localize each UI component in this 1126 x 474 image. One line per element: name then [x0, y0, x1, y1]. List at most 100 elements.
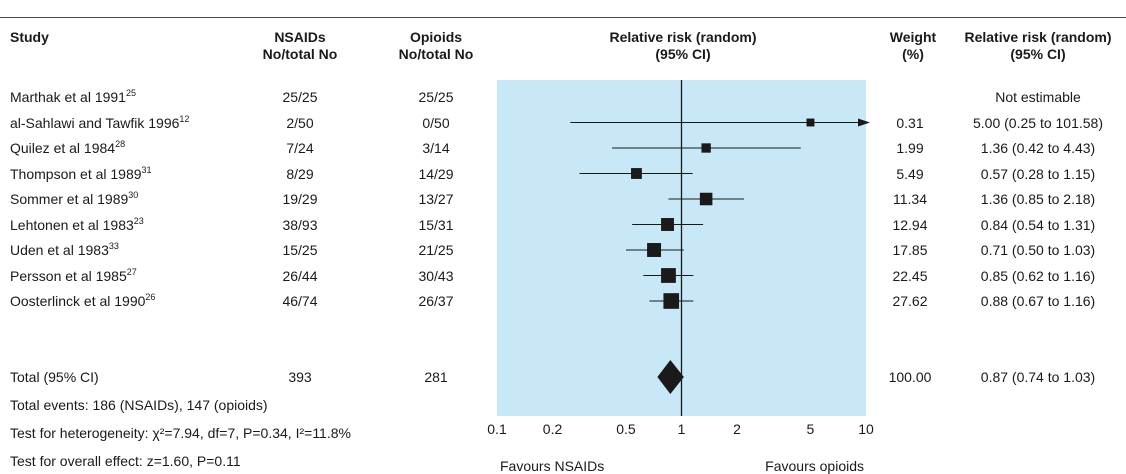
header-study: Study [10, 29, 49, 45]
study-name-text: Sommer et al 1989 [10, 191, 129, 207]
study-nsaids: 15/25 [282, 242, 318, 258]
study-name: Uden et al 198333 [10, 241, 119, 259]
study-nsaids: 8/29 [286, 166, 314, 182]
study-reference: 30 [128, 190, 139, 200]
point-estimate [661, 218, 674, 231]
header-rr: Relative risk (random) (95% CI) [950, 29, 1126, 63]
study-name: Persson et al 198527 [10, 267, 137, 285]
study-name: Thompson et al 198931 [10, 165, 152, 183]
header-weight-line1: Weight [889, 29, 937, 45]
study-rr: 0.57 (0.28 to 1.15) [980, 166, 1096, 182]
study-weight: 0.31 [896, 115, 924, 131]
study-reference: 23 [133, 216, 144, 226]
tick-label: 10 [858, 421, 874, 437]
point-estimate [661, 268, 676, 283]
study-rr: 0.88 (0.67 to 1.16) [980, 293, 1096, 309]
study-weight: 22.45 [892, 268, 928, 284]
total-weight: 100.00 [888, 369, 932, 385]
top-rule [0, 17, 1126, 18]
point-estimate [701, 143, 711, 153]
study-opioids: 30/43 [418, 268, 454, 284]
point-estimate [631, 168, 642, 179]
study-name-text: Marthak et al 1991 [10, 89, 126, 105]
study-weight: 17.85 [892, 242, 928, 258]
study-rr: 1.36 (0.85 to 2.18) [980, 191, 1096, 207]
header-opioids-line1: Opioids [409, 29, 463, 45]
study-name: al-Sahlawi and Tawfik 199612 [10, 114, 189, 132]
tick-label: 1 [678, 421, 686, 437]
study-opioids: 3/14 [422, 140, 450, 156]
header-opioids: Opioids No/total No [376, 29, 496, 63]
study-opioids: 26/37 [418, 293, 454, 309]
favours-right-label: Favours opioids [765, 458, 864, 474]
study-nsaids: 19/29 [282, 191, 318, 207]
favours-left-label: Favours NSAIDs [500, 458, 604, 474]
study-name: Lehtonen et al 198323 [10, 216, 144, 234]
study-rr: 0.84 (0.54 to 1.31) [980, 217, 1096, 233]
point-estimate [806, 118, 815, 127]
study-reference: 28 [115, 139, 126, 149]
study-name: Marthak et al 199125 [10, 88, 136, 106]
study-reference: 25 [125, 88, 136, 98]
header-nsaids: NSAIDs No/total No [240, 29, 360, 63]
study-opioids: 25/25 [418, 89, 454, 105]
study-rr: 1.36 (0.42 to 4.43) [980, 140, 1096, 156]
ci-arrow [858, 118, 870, 127]
study-rr: 5.00 (0.25 to 101.58) [973, 115, 1103, 131]
header-plot-line1: Relative risk (random) [609, 29, 757, 45]
study-name-text: Oosterlinck et al 1990 [10, 293, 146, 309]
study-name-text: Thompson et al 1989 [10, 166, 142, 182]
study-nsaids: 25/25 [282, 89, 318, 105]
study-opioids: 0/50 [422, 115, 450, 131]
study-rr: Not estimable [995, 89, 1081, 105]
tick-label: 5 [807, 421, 815, 437]
tick-label: 0.2 [543, 421, 563, 437]
total-label: Total (95% CI) [10, 369, 99, 385]
study-nsaids: 46/74 [282, 293, 318, 309]
study-weight: 1.99 [896, 140, 924, 156]
header-opioids-line2: No/total No [398, 46, 474, 62]
study-rr: 0.85 (0.62 to 1.16) [980, 268, 1096, 284]
study-nsaids: 2/50 [286, 115, 314, 131]
study-nsaids: 7/24 [286, 140, 314, 156]
footnote-heterogeneity: Test for heterogeneity: χ²=7.94, df=7, P… [10, 425, 351, 441]
study-name: Sommer et al 198930 [10, 190, 138, 208]
study-nsaids: 38/93 [282, 217, 318, 233]
study-name-text: Lehtonen et al 1983 [10, 217, 134, 233]
header-rr-line1: Relative risk (random) [964, 29, 1112, 45]
study-name-text: al-Sahlawi and Tawfik 1996 [10, 115, 180, 131]
header-nsaids-line1: NSAIDs [274, 29, 326, 45]
study-opioids: 14/29 [418, 166, 454, 182]
point-estimate [647, 243, 662, 257]
study-name-text: Quilez et al 1984 [10, 140, 116, 156]
header-nsaids-line2: No/total No [262, 46, 338, 62]
study-reference: 33 [108, 241, 119, 251]
study-weight: 11.34 [893, 191, 927, 207]
study-nsaids: 26/44 [282, 268, 318, 284]
total-rr: 0.87 (0.74 to 1.03) [980, 369, 1096, 385]
point-estimate [699, 192, 713, 206]
study-name-text: Uden et al 1983 [10, 242, 109, 258]
header-weight: Weight (%) [878, 29, 948, 63]
study-opioids: 21/25 [418, 242, 454, 258]
footnote-events: Total events: 186 (NSAIDs), 147 (opioids… [10, 397, 268, 413]
point-estimate [663, 293, 680, 309]
total-opioids: 281 [424, 369, 448, 385]
study-rr: 0.71 (0.50 to 1.03) [980, 242, 1096, 258]
study-name: Oosterlinck et al 199026 [10, 292, 155, 310]
study-reference: 12 [179, 114, 190, 124]
tick-label: 0.5 [616, 421, 636, 437]
header-weight-line2: (%) [902, 46, 924, 62]
header-plot-line2: (95% CI) [655, 46, 711, 62]
study-opioids: 13/27 [418, 191, 454, 207]
footnote-overall: Test for overall effect: z=1.60, P=0.11 [10, 453, 241, 469]
study-weight: 12.94 [892, 217, 928, 233]
pooled-diamond [657, 360, 684, 394]
study-reference: 27 [126, 267, 137, 277]
study-name-text: Persson et al 1985 [10, 268, 127, 284]
study-reference: 31 [141, 165, 152, 175]
study-opioids: 15/31 [418, 217, 454, 233]
study-weight: 27.62 [892, 293, 928, 309]
study-name: Quilez et al 198428 [10, 139, 125, 157]
tick-label: 2 [733, 421, 741, 437]
